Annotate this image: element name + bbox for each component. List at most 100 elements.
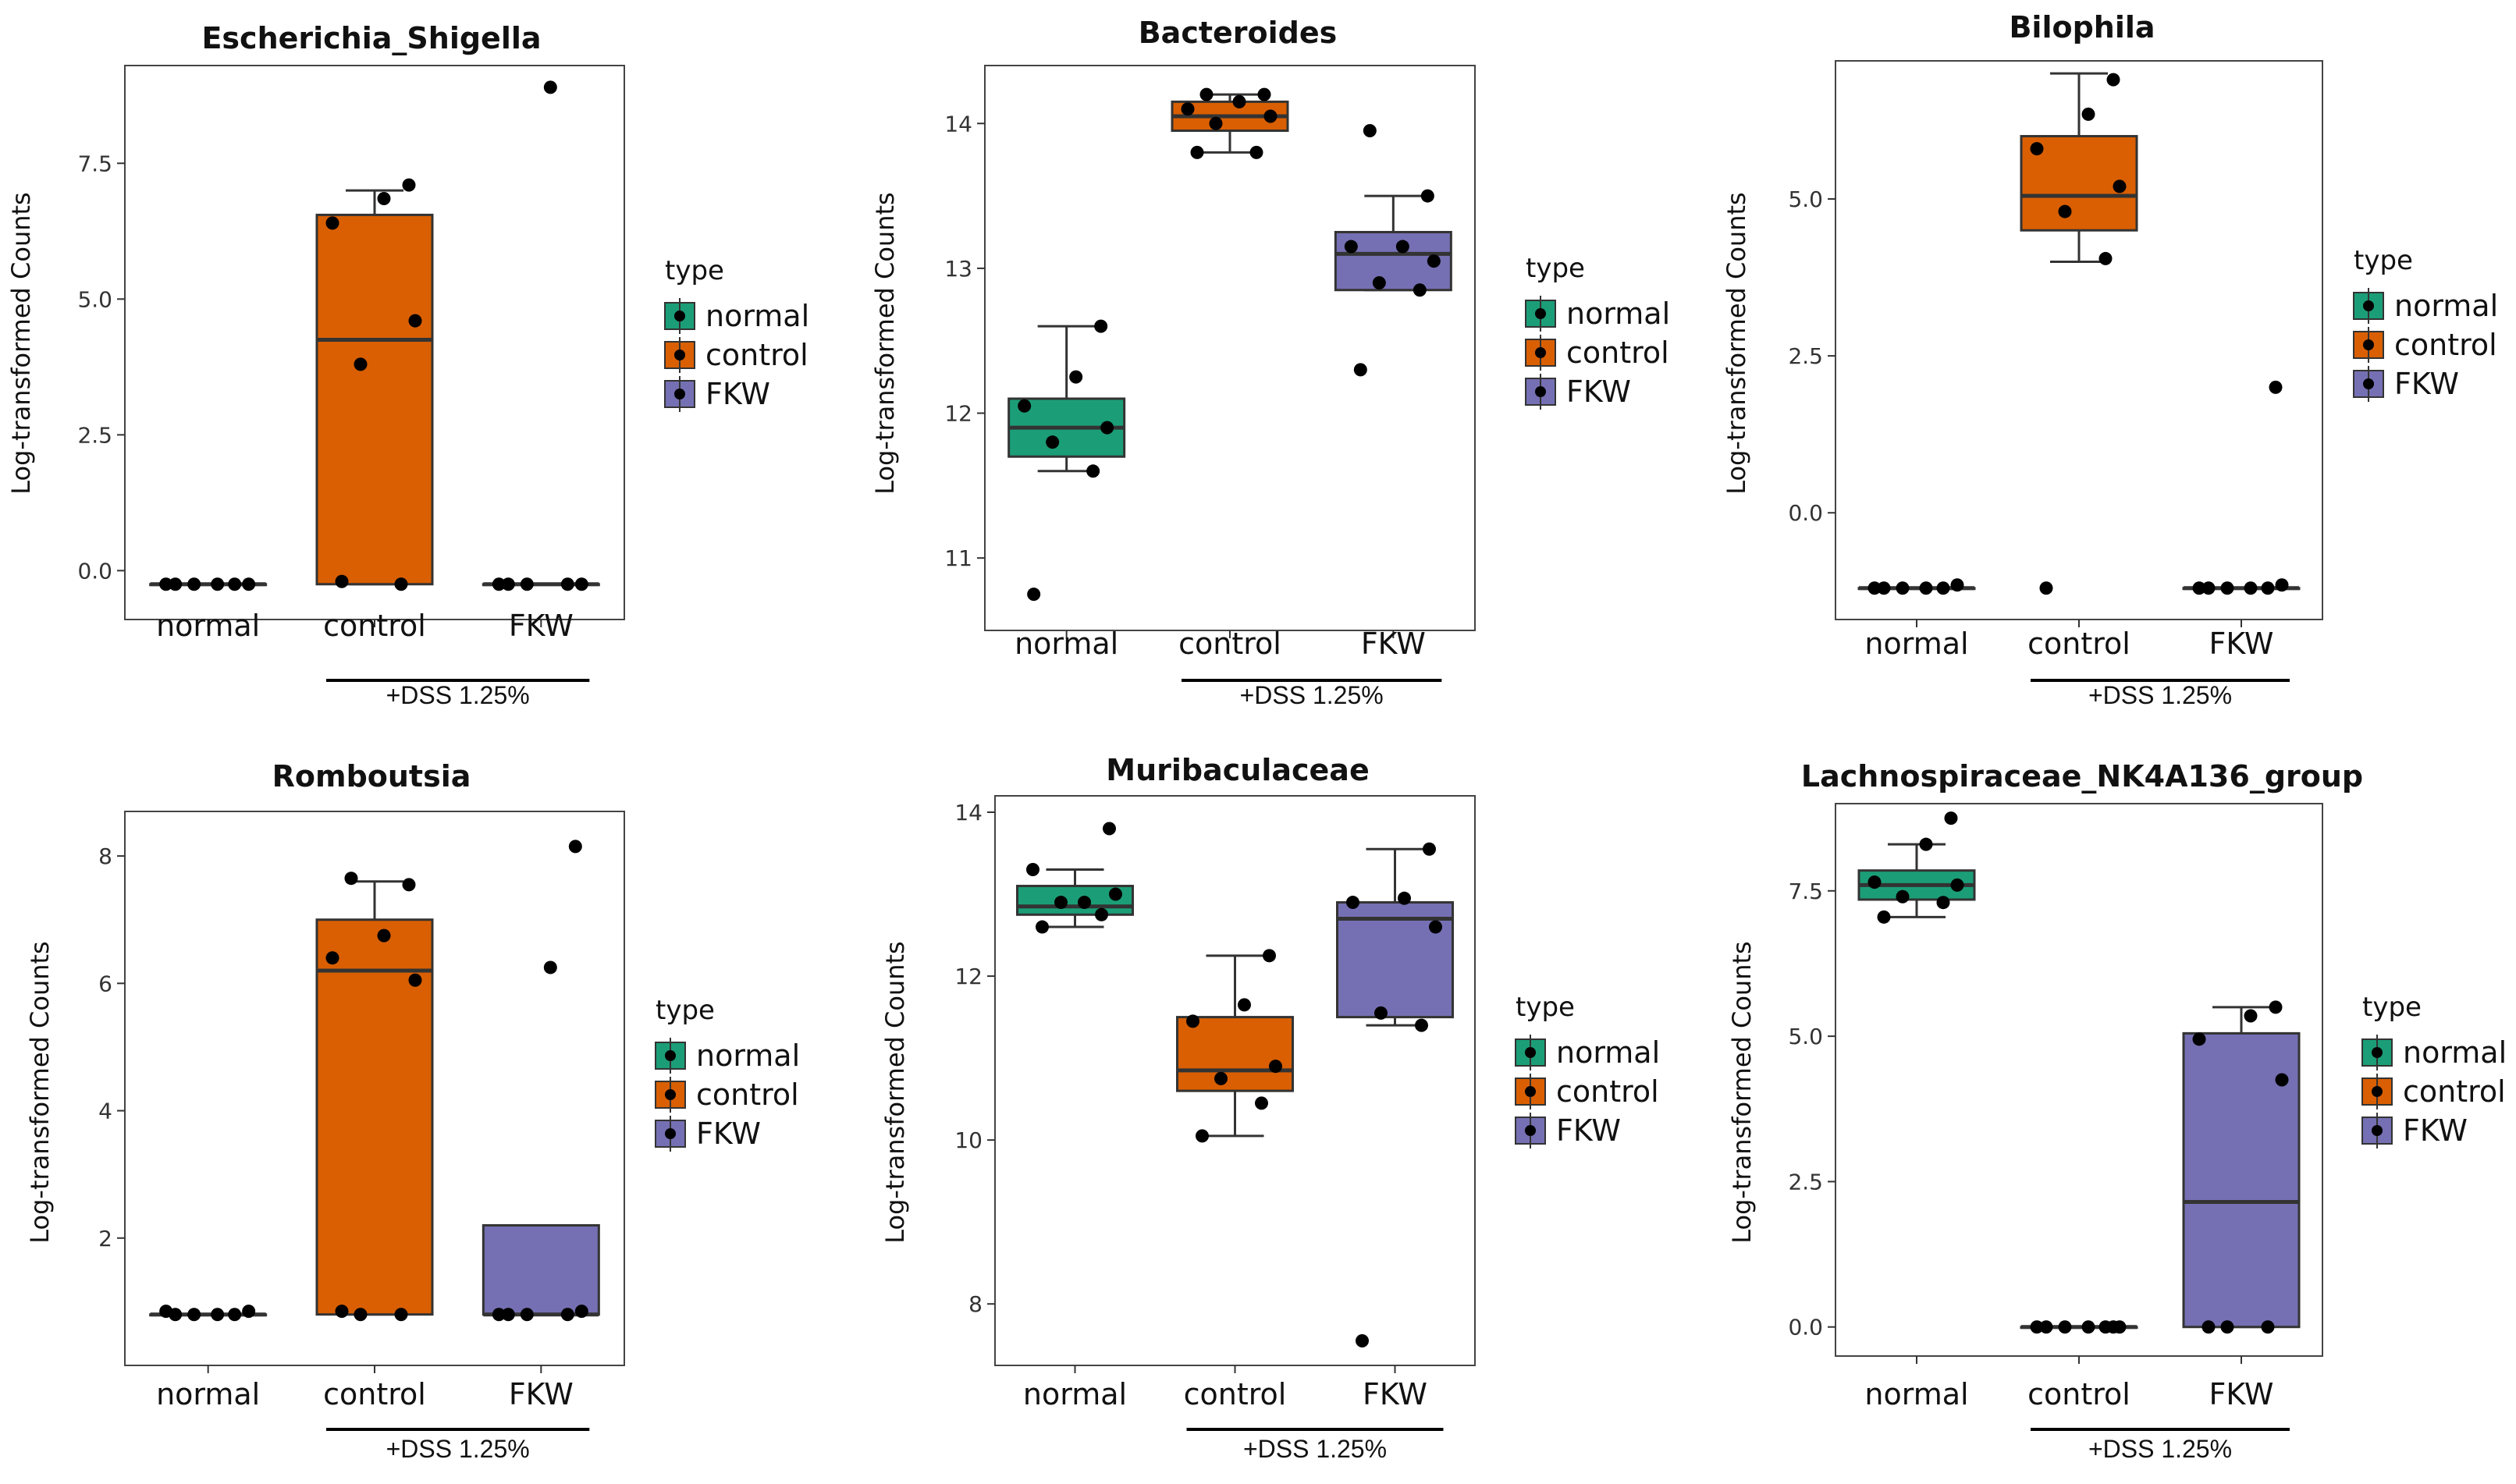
y-axis-label: Log-transformed Counts — [25, 941, 55, 1243]
data-point — [394, 1308, 408, 1322]
data-point — [1420, 189, 1434, 203]
box-fkw — [482, 1223, 600, 1317]
y-tick-label: 0.0 — [77, 558, 112, 584]
data-point — [408, 973, 422, 987]
legend-key-point — [2363, 378, 2374, 389]
data-point — [2261, 1320, 2275, 1334]
data-point — [2220, 581, 2234, 595]
legend-key-point — [1535, 386, 1546, 397]
data-point — [2058, 1320, 2072, 1334]
dss-group-label: +DSS 1.25% — [1240, 681, 1384, 709]
data-point — [354, 1308, 368, 1322]
legend-title: type — [1516, 992, 1575, 1023]
data-point — [2220, 1320, 2234, 1334]
data-point — [1896, 889, 1910, 904]
data-point — [1363, 124, 1377, 138]
data-point — [335, 574, 349, 588]
data-point — [169, 577, 183, 591]
data-point — [2269, 380, 2283, 394]
chart-panel-5: Muribaculaceae Log-transformed Counts 8 10 1… — [880, 753, 1660, 1463]
legend-label-normal: normal — [2394, 289, 2498, 323]
y-tick-label: 5.0 — [1788, 186, 1823, 212]
data-point — [1936, 896, 1950, 910]
y-tick-label: 13 — [944, 256, 972, 282]
legend: type normal control FKW — [2353, 245, 2498, 402]
legend-label-control: control — [1556, 1074, 1659, 1109]
x-tick-label-fkw: FKW — [1363, 1377, 1427, 1411]
legend-key-point — [674, 389, 685, 399]
legend-label-normal: normal — [696, 1038, 800, 1073]
legend-key-point — [674, 311, 685, 321]
data-point — [344, 872, 358, 886]
y-tick-label: 0.0 — [1788, 500, 1823, 526]
data-point — [1046, 435, 1060, 449]
y-axis-label: Log-transformed Counts — [1722, 192, 1751, 494]
y-tick-label: 14 — [944, 111, 972, 137]
legend-key-point — [665, 1128, 676, 1139]
x-tick-label-control: control — [323, 1377, 426, 1411]
y-tick-label: 10 — [954, 1127, 983, 1153]
data-point — [2244, 581, 2258, 595]
data-point — [1196, 1129, 1209, 1143]
data-point — [242, 577, 256, 591]
data-point — [1027, 588, 1041, 602]
data-point — [1263, 109, 1278, 123]
data-point — [1423, 842, 1436, 856]
x-tick-label-normal: normal — [1023, 1377, 1127, 1411]
x-tick-label-fkw: FKW — [2209, 627, 2274, 661]
data-point — [211, 577, 225, 591]
data-point — [2039, 1320, 2053, 1334]
y-tick-label: 7.5 — [1788, 879, 1823, 904]
y-tick-label: 2.5 — [1788, 1169, 1823, 1195]
data-point — [2106, 1320, 2120, 1334]
x-tick-label-control: control — [2027, 627, 2130, 661]
data-point — [1346, 896, 1359, 910]
data-point — [2058, 204, 2072, 218]
data-point — [1919, 837, 1933, 851]
dss-group-label: +DSS 1.25% — [386, 681, 530, 709]
legend-key-point — [665, 1050, 676, 1061]
data-point — [2244, 1009, 2258, 1023]
data-point — [402, 178, 416, 192]
data-point — [1018, 399, 1032, 413]
data-point — [2192, 1032, 2206, 1046]
data-point — [2106, 73, 2120, 87]
data-point — [1199, 87, 1214, 101]
chart-panel-4: Romboutsia Log-transformed Counts 2 4 6 8 norm… — [25, 759, 800, 1463]
chart-panel-6: Lachnospiraceae_NK4A136_group Log-transfo… — [1727, 759, 2507, 1463]
x-tick-label-normal: normal — [1864, 627, 1968, 661]
data-point — [543, 80, 557, 94]
data-point — [2039, 581, 2053, 595]
chart-panel-1: Escherichia_Shigella Log-transformed Coun… — [6, 21, 809, 709]
legend-key-point — [1535, 308, 1546, 319]
data-point — [2030, 142, 2044, 156]
legend-key-point — [674, 350, 685, 360]
data-point — [1867, 581, 1882, 595]
y-tick-label: 2.5 — [1788, 343, 1823, 369]
data-point — [325, 216, 339, 230]
data-point — [1054, 896, 1068, 910]
data-point — [1214, 1071, 1228, 1085]
data-point — [1372, 275, 1386, 289]
legend-key-point — [1525, 1125, 1536, 1136]
data-point — [2030, 1320, 2044, 1334]
data-point — [2261, 581, 2275, 595]
data-point — [394, 577, 408, 591]
data-point — [520, 1308, 534, 1322]
chart-title: Muribaculaceae — [1106, 753, 1369, 787]
data-point — [1944, 811, 1958, 825]
data-point — [492, 577, 506, 591]
data-point — [2081, 1320, 2095, 1334]
data-point — [1415, 1018, 1428, 1032]
data-point — [1263, 949, 1276, 963]
legend-label-fkw: FKW — [2403, 1113, 2468, 1148]
legend-key-point — [2363, 339, 2374, 350]
legend-label-fkw: FKW — [2394, 367, 2459, 401]
data-point — [402, 878, 416, 892]
data-point — [568, 840, 582, 854]
data-point — [228, 577, 242, 591]
dss-group-label: +DSS 1.25% — [2088, 681, 2232, 709]
legend-title: type — [2354, 245, 2413, 276]
y-tick-label: 2 — [98, 1226, 112, 1251]
data-point — [335, 1305, 349, 1319]
